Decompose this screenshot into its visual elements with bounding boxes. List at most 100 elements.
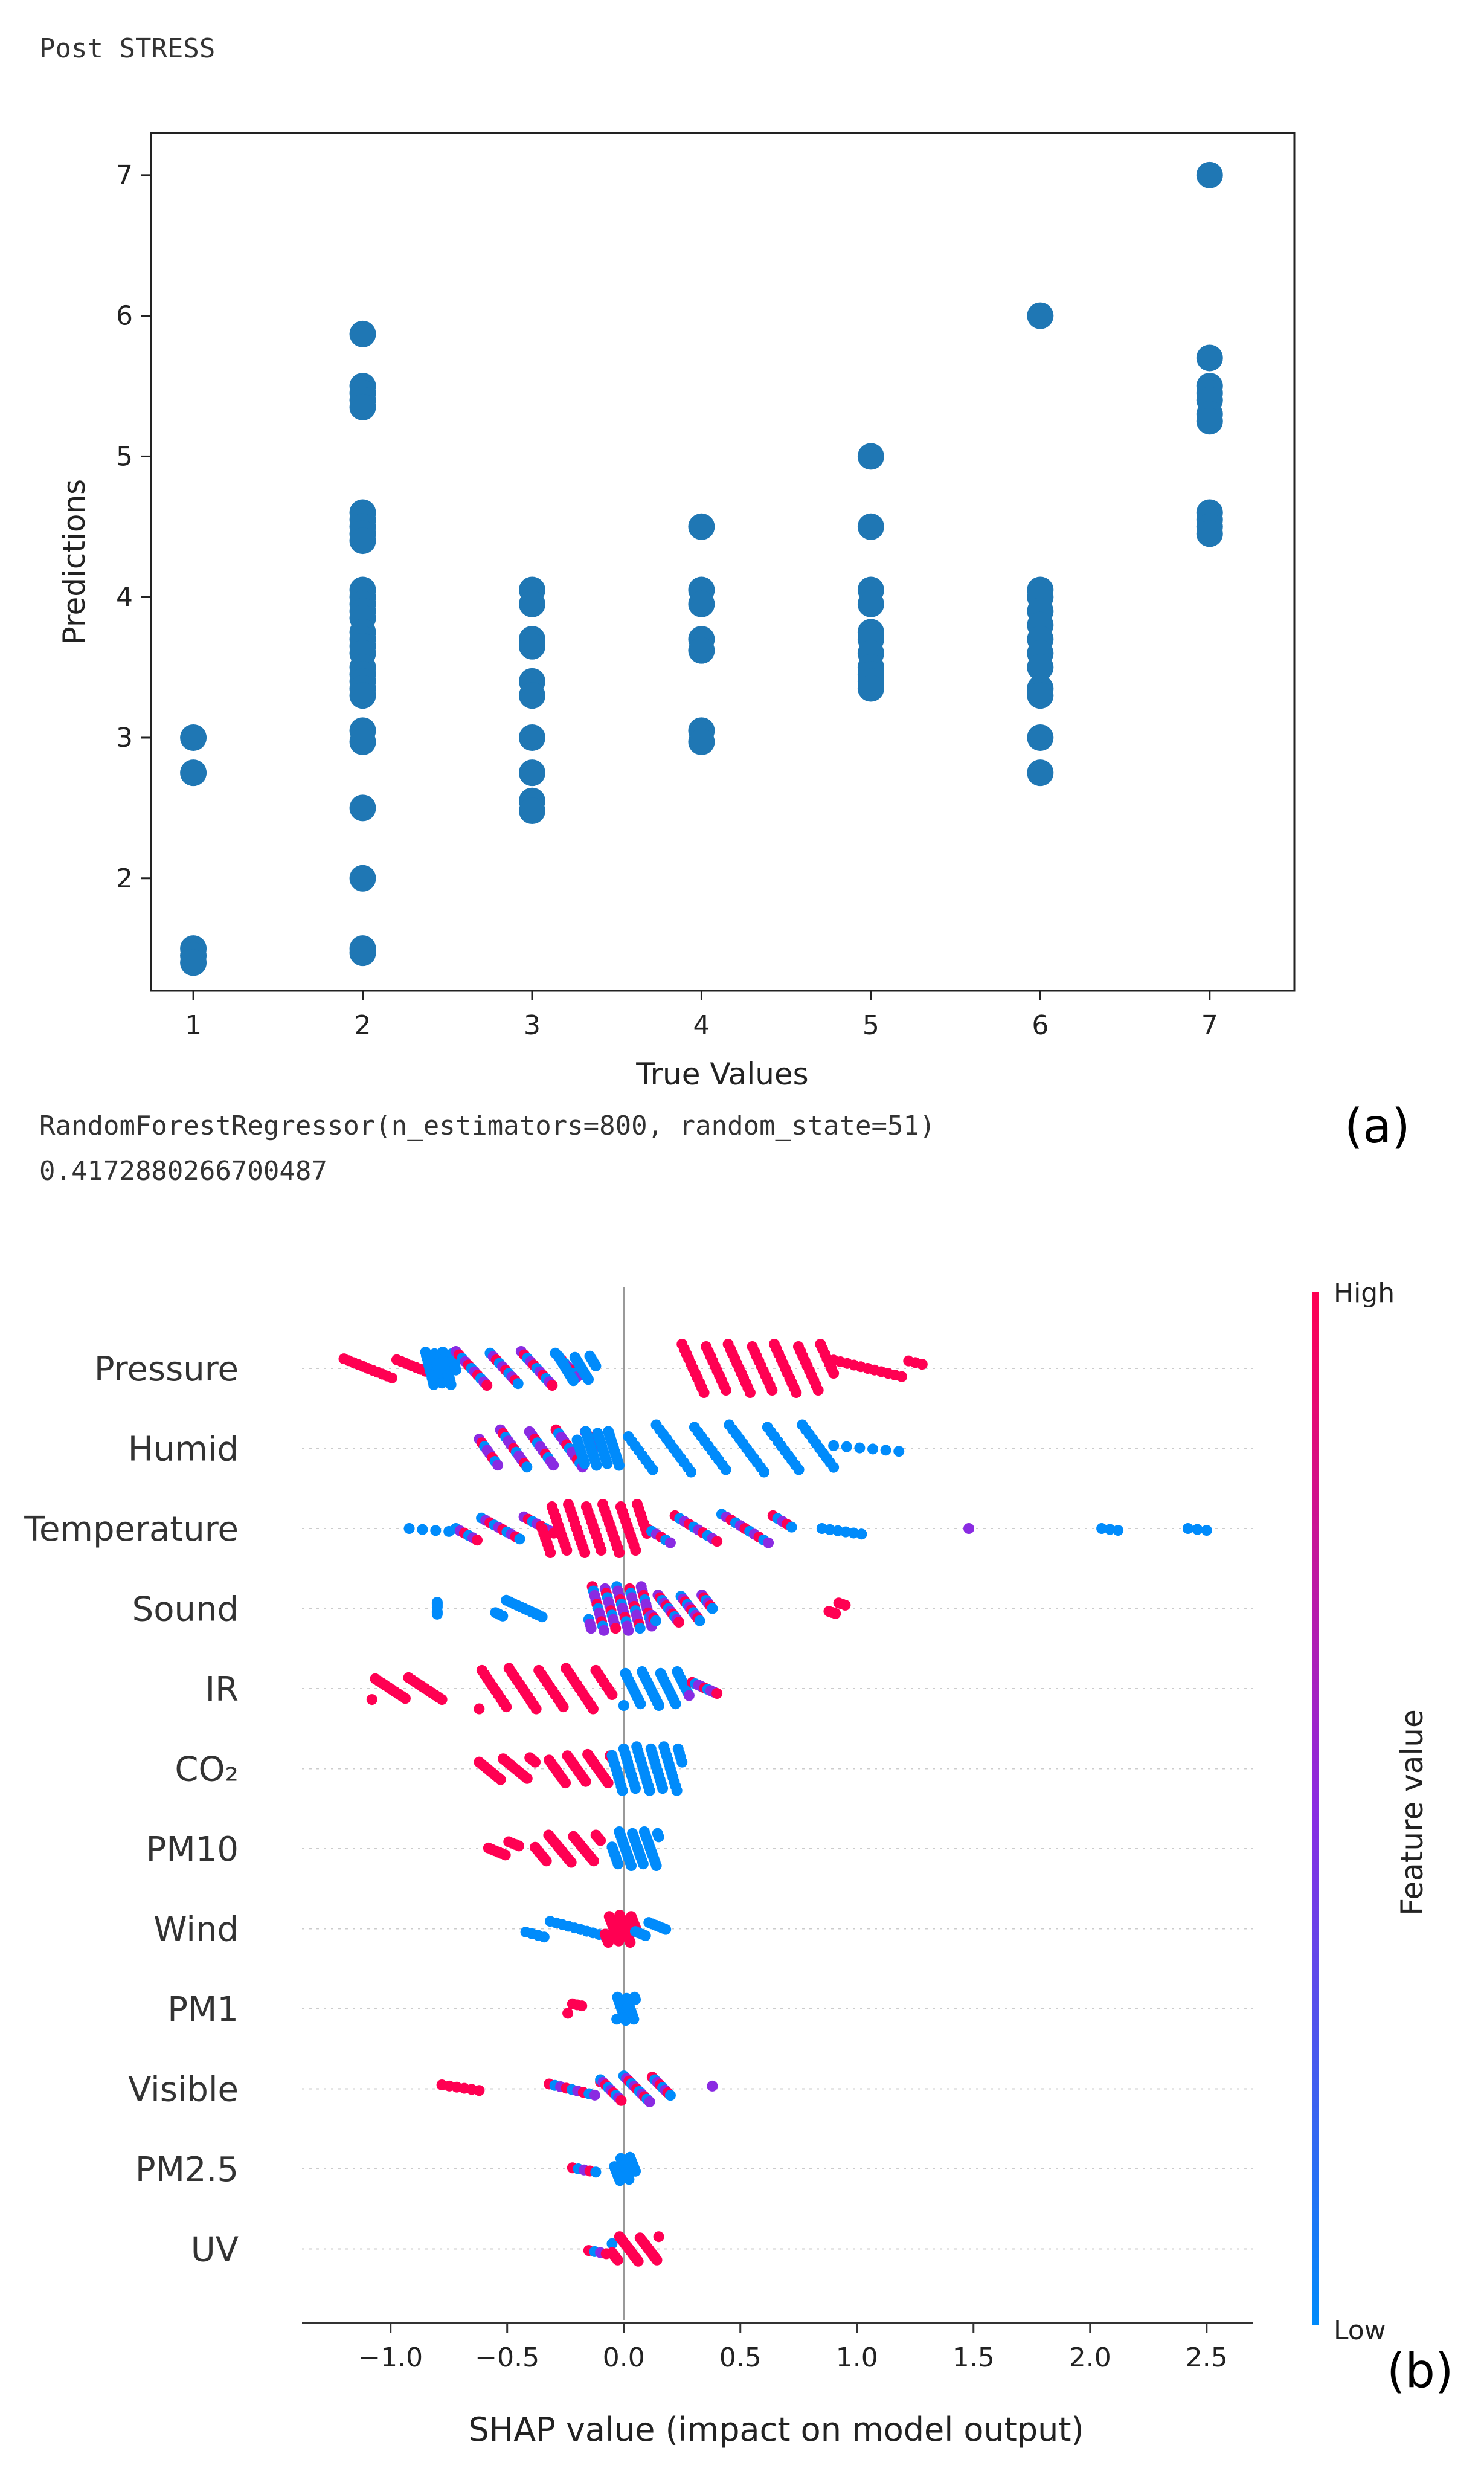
cell-title: Post STRESS bbox=[39, 33, 216, 64]
shap-point bbox=[630, 1783, 641, 1794]
shap-point bbox=[635, 1698, 646, 1710]
x-tick-label-a: 6 bbox=[1032, 1010, 1049, 1041]
scatter-point bbox=[349, 728, 376, 755]
shap-point bbox=[568, 1375, 579, 1387]
shap-point bbox=[521, 1461, 533, 1473]
plot-a-frame bbox=[150, 132, 1296, 992]
shap-point bbox=[591, 1460, 602, 1471]
scatter-point bbox=[519, 724, 545, 751]
shap-point bbox=[830, 1608, 841, 1619]
shap-point bbox=[612, 1858, 624, 1870]
shap-point bbox=[538, 1931, 550, 1943]
x-tick-label-b: 2.5 bbox=[1186, 2342, 1228, 2373]
shap-point bbox=[499, 1849, 511, 1861]
shap-point bbox=[530, 1756, 541, 1768]
shap-point bbox=[495, 1774, 506, 1785]
scatter-point bbox=[349, 865, 376, 892]
shap-point bbox=[492, 1460, 504, 1471]
shap-point bbox=[840, 1526, 852, 1538]
scatter-point bbox=[349, 320, 376, 347]
scatter-point bbox=[349, 527, 376, 555]
shap-point bbox=[545, 1547, 556, 1558]
x-axis-label-b: SHAP value (impact on model output) bbox=[468, 2411, 1084, 2449]
shap-point bbox=[541, 1855, 552, 1867]
colorbar-label: Feature value bbox=[1395, 1709, 1430, 1915]
shap-point bbox=[472, 1535, 483, 1546]
shap-point bbox=[399, 1693, 411, 1704]
shap-point bbox=[450, 1364, 461, 1376]
scatter-point bbox=[519, 759, 545, 787]
shap-point bbox=[963, 1523, 975, 1534]
shap-point bbox=[660, 1924, 672, 1935]
shap-point bbox=[630, 2165, 641, 2177]
feature-label: CO₂ bbox=[175, 1750, 239, 1789]
shap-point bbox=[521, 1773, 533, 1784]
shap-point bbox=[647, 1464, 658, 1475]
y-tick-label-a: 6 bbox=[116, 301, 133, 332]
shap-point bbox=[589, 2089, 600, 2101]
shap-point bbox=[445, 1379, 457, 1390]
y-axis-label-a: Predictions bbox=[57, 479, 92, 645]
shap-point bbox=[613, 1935, 625, 1947]
shap-point bbox=[766, 1385, 778, 1396]
shap-point bbox=[673, 1617, 685, 1628]
scatter-point bbox=[688, 728, 715, 755]
shap-point bbox=[386, 1372, 397, 1383]
shap-point bbox=[720, 1385, 731, 1396]
shap-point bbox=[614, 1460, 625, 1471]
shap-point bbox=[848, 1527, 859, 1539]
shap-point bbox=[585, 1623, 597, 1634]
scatter-point bbox=[1027, 759, 1054, 787]
shap-point bbox=[626, 1860, 637, 1871]
shap-point bbox=[653, 2231, 664, 2243]
shap-point bbox=[1104, 1524, 1116, 1535]
x-tick-label-a: 7 bbox=[1201, 1010, 1218, 1041]
shap-point bbox=[610, 1623, 622, 1634]
scatter-point bbox=[688, 590, 715, 617]
shap-point bbox=[686, 1466, 697, 1478]
scatter-point bbox=[688, 513, 715, 540]
shap-point bbox=[828, 1461, 840, 1473]
score-output-line: 0.4172880266700487 bbox=[39, 1156, 327, 1187]
shap-point bbox=[514, 1533, 525, 1545]
shap-point bbox=[565, 1857, 577, 1868]
scatter-point bbox=[349, 794, 376, 822]
shap-point bbox=[623, 1625, 634, 1636]
scatter-point bbox=[519, 633, 545, 660]
shap-point bbox=[676, 1756, 688, 1768]
shap-point bbox=[590, 1360, 602, 1371]
shap-point bbox=[828, 1440, 840, 1451]
shap-point bbox=[896, 1371, 907, 1382]
shap-point bbox=[625, 1937, 636, 1948]
shap-point bbox=[602, 1777, 614, 1789]
shap-point bbox=[650, 1615, 661, 1626]
shap-point bbox=[683, 1690, 695, 1701]
shap-point bbox=[744, 1387, 756, 1398]
prediction-scatter-chart: 1 2 3 4 5 6 7 2 3 4 5 6 7 True Values Predictions bbox=[57, 132, 1296, 1092]
shap-point bbox=[1182, 1523, 1193, 1534]
shap-point bbox=[617, 1785, 628, 1796]
scatter-point bbox=[180, 949, 207, 976]
shap-point bbox=[606, 1689, 618, 1701]
feature-label: Pressure bbox=[94, 1350, 239, 1389]
feature-label: Visible bbox=[128, 2070, 239, 2110]
shap-point bbox=[786, 1521, 797, 1533]
x-tick-label-a: 1 bbox=[185, 1010, 202, 1041]
shap-point bbox=[602, 1458, 613, 1469]
shap-point bbox=[481, 1380, 493, 1391]
x-tick-label-b: −1.0 bbox=[358, 2342, 423, 2373]
shap-point bbox=[579, 1458, 590, 1469]
x-tick-label-a: 3 bbox=[524, 1010, 541, 1041]
shap-point bbox=[816, 1523, 827, 1534]
shap-point bbox=[711, 1536, 723, 1547]
shap-point bbox=[576, 2000, 588, 2012]
scatter-point bbox=[1027, 302, 1054, 329]
shap-point bbox=[603, 1937, 614, 1948]
shap-point bbox=[547, 1380, 558, 1391]
shap-point bbox=[431, 1602, 443, 1613]
shap-point bbox=[763, 1537, 774, 1548]
shap-point bbox=[530, 1703, 542, 1715]
scatter-point bbox=[857, 443, 884, 470]
feature-label: Temperature bbox=[24, 1510, 239, 1549]
scatter-point bbox=[688, 637, 715, 664]
